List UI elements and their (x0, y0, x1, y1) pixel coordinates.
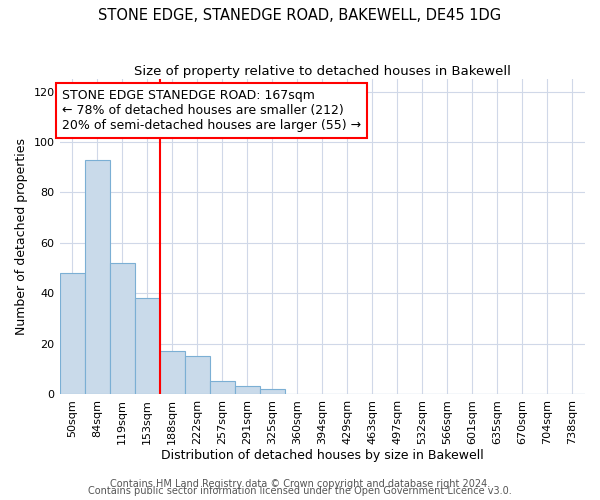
Bar (260, 389, 285, 394)
Text: STONE EDGE STANEDGE ROAD: 167sqm
← 78% of detached houses are smaller (212)
20% : STONE EDGE STANEDGE ROAD: 167sqm ← 78% o… (62, 89, 361, 132)
Text: Contains public sector information licensed under the Open Government Licence v3: Contains public sector information licen… (88, 486, 512, 496)
Text: STONE EDGE, STANEDGE ROAD, BAKEWELL, DE45 1DG: STONE EDGE, STANEDGE ROAD, BAKEWELL, DE4… (98, 8, 502, 22)
Bar (235, 386, 260, 394)
Title: Size of property relative to detached houses in Bakewell: Size of property relative to detached ho… (134, 65, 511, 78)
Y-axis label: Number of detached properties: Number of detached properties (15, 138, 28, 335)
Bar (110, 263, 134, 394)
Bar (85, 160, 110, 394)
Text: Contains HM Land Registry data © Crown copyright and database right 2024.: Contains HM Land Registry data © Crown c… (110, 479, 490, 489)
Bar (209, 382, 235, 394)
Bar (134, 298, 160, 394)
Bar (160, 351, 185, 394)
X-axis label: Distribution of detached houses by size in Bakewell: Distribution of detached houses by size … (161, 450, 484, 462)
Bar (185, 356, 209, 394)
Bar (59, 273, 85, 394)
